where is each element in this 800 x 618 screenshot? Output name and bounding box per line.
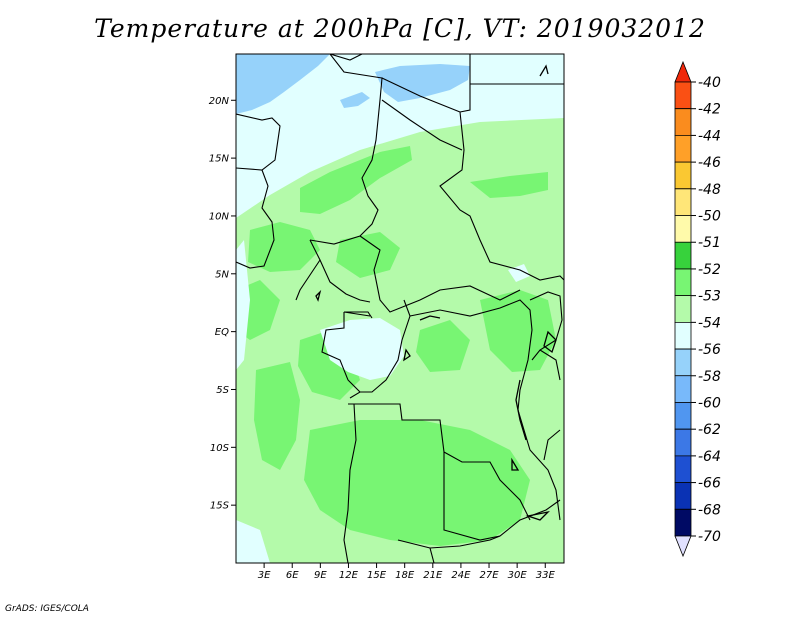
band-minus-52-lakes	[416, 320, 470, 372]
colorbar-box	[674, 241, 692, 270]
colorbar-label: -62	[698, 422, 721, 438]
map-frame	[235, 53, 565, 564]
band-minus-52-east-africa	[480, 290, 556, 372]
band-minus-52-southwest	[254, 362, 300, 470]
band-minus-54-west-strip	[236, 240, 250, 370]
colorbar-label: -54	[698, 315, 721, 331]
lat-tick-label: 20N	[209, 96, 230, 107]
colorbar-box	[674, 508, 692, 537]
colorbar-box	[674, 428, 692, 457]
colorbar-label: -68	[698, 502, 721, 518]
band-minus-56-small	[340, 92, 370, 108]
colorbar-box	[674, 482, 692, 510]
band-minus-54-gabon	[320, 318, 404, 380]
colorbar-box	[674, 108, 692, 136]
lat-tick-label: 15N	[209, 154, 230, 165]
colorbar-box	[674, 375, 692, 403]
colorbar-box	[674, 161, 692, 190]
colorbar-label: -70	[698, 529, 721, 545]
colorbar-label: -60	[698, 395, 721, 411]
colorbar-label: -51	[698, 235, 721, 251]
country-borders	[236, 54, 564, 563]
colorbar-label: -48	[698, 182, 721, 198]
colorbar-top-arrow	[674, 60, 692, 83]
lon-tick-label: 6E	[286, 570, 299, 581]
colorbar-boxes	[674, 60, 692, 558]
lat-tick-label: 5S	[216, 385, 229, 396]
chart-title: Temperature at 200hPa [C], VT: 201903201…	[94, 14, 706, 43]
lon-tick-label: 3E	[258, 570, 271, 581]
lat-tick-label: 10S	[210, 443, 230, 454]
lon-tick-label: 30E	[508, 570, 528, 581]
lat-tick-label: 15S	[210, 501, 230, 512]
colorbar-box	[674, 215, 692, 243]
colorbar-label: -52	[698, 262, 721, 278]
colorbar-box	[674, 188, 692, 216]
colorbar-box	[674, 348, 692, 377]
colorbar-label: -44	[698, 128, 721, 144]
colorbar-label: -50	[698, 209, 721, 225]
lon-tick-label: 9E	[314, 570, 327, 581]
colorbar-label: -64	[698, 449, 721, 465]
colorbar-label: -58	[698, 369, 721, 385]
colorbar-label: -40	[698, 75, 721, 91]
colorbar-label: -56	[698, 342, 721, 358]
band-minus-56-west	[236, 54, 330, 114]
colorbar-box	[674, 295, 692, 323]
lat-tick-label: EQ	[215, 327, 229, 338]
colorbar-label: -46	[698, 155, 721, 171]
colorbar-box	[674, 321, 692, 350]
band-minus-54	[236, 54, 564, 218]
lon-tick-label: 18E	[395, 570, 415, 581]
band-minus-52-east	[470, 172, 548, 198]
lon-tick-label: 24E	[451, 570, 471, 581]
lon-tick-label: 21E	[423, 570, 443, 581]
longitude-ticks: 3E 6E 9E 12E 15E 18E 21E 24E 27E 30E 33E	[258, 563, 556, 581]
band-minus-52-south	[304, 420, 530, 546]
band-minus-52-central	[336, 232, 400, 278]
lakes	[315, 64, 557, 521]
colorbar-box	[674, 268, 692, 297]
colorbar-box	[674, 402, 692, 430]
colorbar-labels: -40 -42 -44 -46 -48 -50 -51 -52 -53 -54 -56 -58 -60 -…	[691, 75, 721, 545]
lon-tick-label: 33E	[536, 570, 556, 581]
credit-text: GrADS: IGES/COLA	[5, 604, 89, 614]
lat-tick-label: 5N	[215, 269, 229, 280]
band-minus-52-sahel	[300, 146, 412, 214]
lon-tick-label: 15E	[367, 570, 387, 581]
band-minus-56-northcentral	[375, 64, 470, 102]
lat-tick-label: 10N	[209, 211, 230, 222]
latitude-ticks: 20N 15N 10N 5N EQ 5S 10S 15S	[209, 96, 236, 512]
colorbar-box	[674, 135, 692, 163]
colorbar-bottom-arrow	[674, 535, 692, 558]
band-minus-54-southwest	[236, 520, 270, 563]
colorbar-label: -66	[698, 476, 721, 492]
lon-tick-label: 27E	[480, 570, 500, 581]
lon-tick-label: 12E	[339, 570, 359, 581]
colorbar-box	[674, 81, 692, 110]
colorbar-box	[674, 455, 692, 483]
colorbar-label: -53	[698, 289, 721, 305]
colorbar-label: -42	[698, 102, 721, 118]
